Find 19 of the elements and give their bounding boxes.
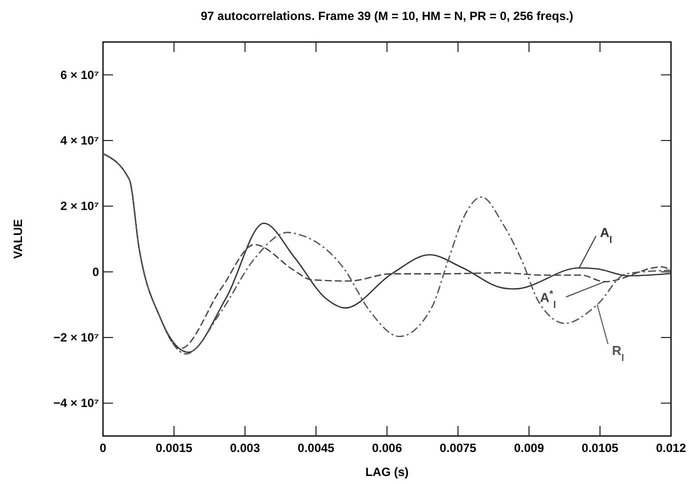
text: R$_{l}$ (612, 343, 624, 364)
x-tick-label: 0.0015 (156, 441, 193, 455)
y-tick-label: 4 × 10⁷ (60, 134, 100, 148)
x-tick-label: 0.012 (656, 441, 686, 455)
y-axis-title: VALUE (11, 219, 25, 259)
y-tick-label: 6 × 10⁷ (60, 68, 100, 82)
x-tick-label: 0.003 (230, 441, 260, 455)
x-tick-label: 0.0045 (298, 441, 335, 455)
chart-title: 97 autocorrelations. Frame 39 (M = 10, HM = N, PR = 0, 256 freqs.) (200, 9, 574, 23)
x-tick-label: 0.0105 (582, 441, 619, 455)
x-tick-label: 0.006 (372, 441, 402, 455)
x-axis-title: LAG (s) (365, 465, 409, 479)
x-tick-label: 0.009 (514, 441, 544, 455)
y-tick-label: −4 × 10⁷ (53, 396, 100, 410)
y-tick-label: 2 × 10⁷ (60, 199, 100, 214)
x-tick-label: 0.0075 (440, 441, 477, 455)
series-label: A$_{l}$ (600, 225, 612, 246)
y-tick-label: −2 × 10⁷ (53, 330, 100, 344)
y-tick-label: 0 (92, 264, 100, 279)
